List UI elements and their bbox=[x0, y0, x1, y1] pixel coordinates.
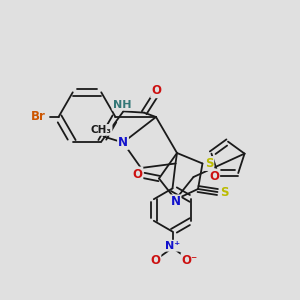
Text: O: O bbox=[132, 167, 142, 181]
Text: O: O bbox=[151, 84, 161, 97]
Text: N: N bbox=[118, 136, 128, 149]
Text: NH: NH bbox=[112, 100, 131, 110]
Text: N: N bbox=[170, 195, 181, 208]
Text: N⁺: N⁺ bbox=[165, 241, 180, 251]
Text: S: S bbox=[205, 157, 213, 170]
Text: Br: Br bbox=[31, 110, 46, 124]
Text: O: O bbox=[209, 169, 219, 183]
Text: CH₃: CH₃ bbox=[91, 125, 112, 135]
Text: S: S bbox=[220, 185, 228, 199]
Text: O⁻: O⁻ bbox=[182, 254, 198, 267]
Text: O: O bbox=[150, 254, 161, 267]
